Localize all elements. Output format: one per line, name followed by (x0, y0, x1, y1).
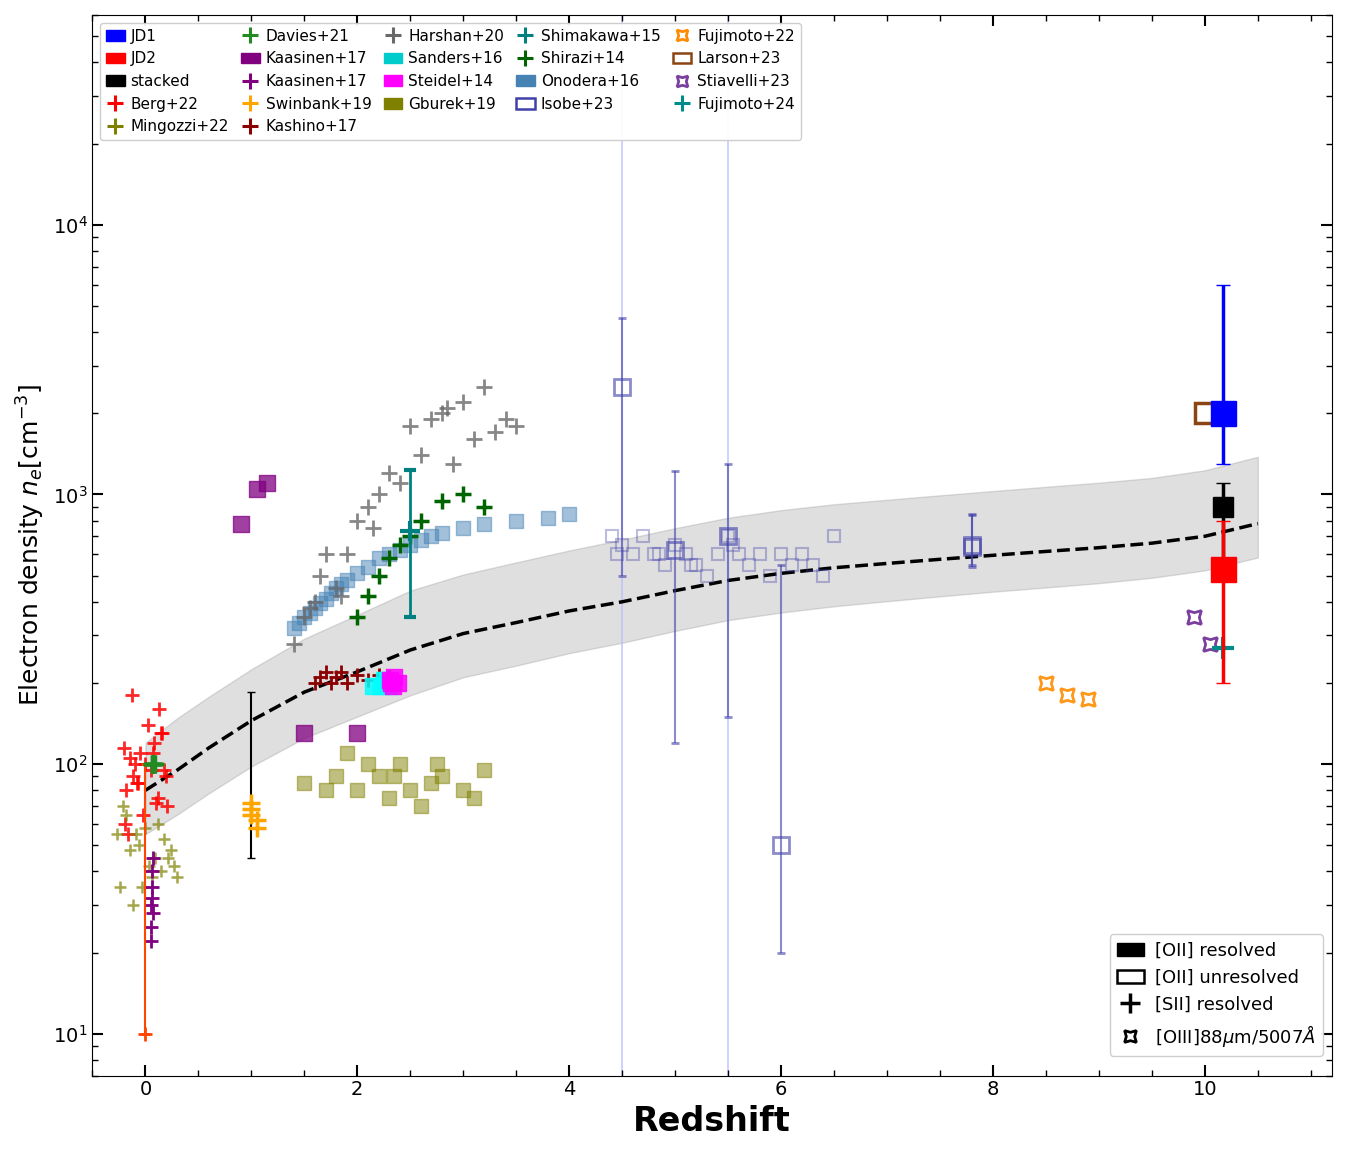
Point (380, 671, 401, 689)
Point (426, 755, 447, 774)
Point (310, 594, 331, 612)
Point (326, 579, 348, 597)
Point (283, 619, 304, 638)
Point (409, 797, 431, 815)
Point (304, 598, 326, 617)
X-axis label: Redshift: Redshift (633, 1105, 791, 1138)
Point (368, 767, 389, 785)
Y-axis label: Electron density $n_e$[cm$^{-3}$]: Electron density $n_e$[cm$^{-3}$] (15, 384, 47, 707)
Point (315, 589, 337, 608)
Point (537, 508, 559, 527)
Point (559, 504, 581, 522)
Point (362, 677, 384, 695)
Point (474, 514, 496, 533)
Point (431, 767, 453, 785)
Point (335, 571, 357, 589)
Point (346, 781, 368, 799)
Point (389, 541, 411, 559)
Point (379, 677, 400, 695)
Point (387, 673, 408, 692)
Point (379, 789, 400, 807)
Point (409, 530, 431, 549)
Point (383, 677, 404, 695)
Point (373, 671, 395, 689)
Point (453, 519, 474, 537)
Point (247, 480, 268, 498)
Point (370, 677, 392, 695)
Point (294, 724, 315, 743)
Point (389, 755, 411, 774)
Point (357, 755, 379, 774)
Point (346, 724, 368, 743)
Point (321, 585, 342, 603)
Point (431, 523, 453, 542)
Point (505, 512, 527, 530)
Point (315, 781, 337, 799)
Point (368, 549, 389, 567)
Point (474, 761, 496, 779)
Point (294, 774, 315, 792)
Point (400, 781, 422, 799)
Legend: [OII] resolved, [OII] unresolved, [SII] resolved, [OIII]88$\mu$m/5007$\AA$: [OII] resolved, [OII] unresolved, [SII] … (1110, 934, 1323, 1056)
Point (384, 668, 405, 686)
Point (420, 527, 442, 545)
Point (294, 609, 315, 627)
Point (346, 564, 368, 582)
Point (299, 603, 321, 621)
Point (384, 767, 405, 785)
Point (400, 536, 422, 555)
Point (326, 767, 348, 785)
Point (357, 557, 379, 575)
Point (463, 789, 485, 807)
Point (335, 744, 357, 762)
Point (330, 575, 352, 594)
Point (230, 514, 252, 533)
Point (256, 474, 277, 492)
Point (453, 781, 474, 799)
Point (288, 613, 310, 632)
Point (376, 671, 397, 689)
Point (380, 673, 401, 692)
Point (420, 774, 442, 792)
Point (379, 545, 400, 564)
